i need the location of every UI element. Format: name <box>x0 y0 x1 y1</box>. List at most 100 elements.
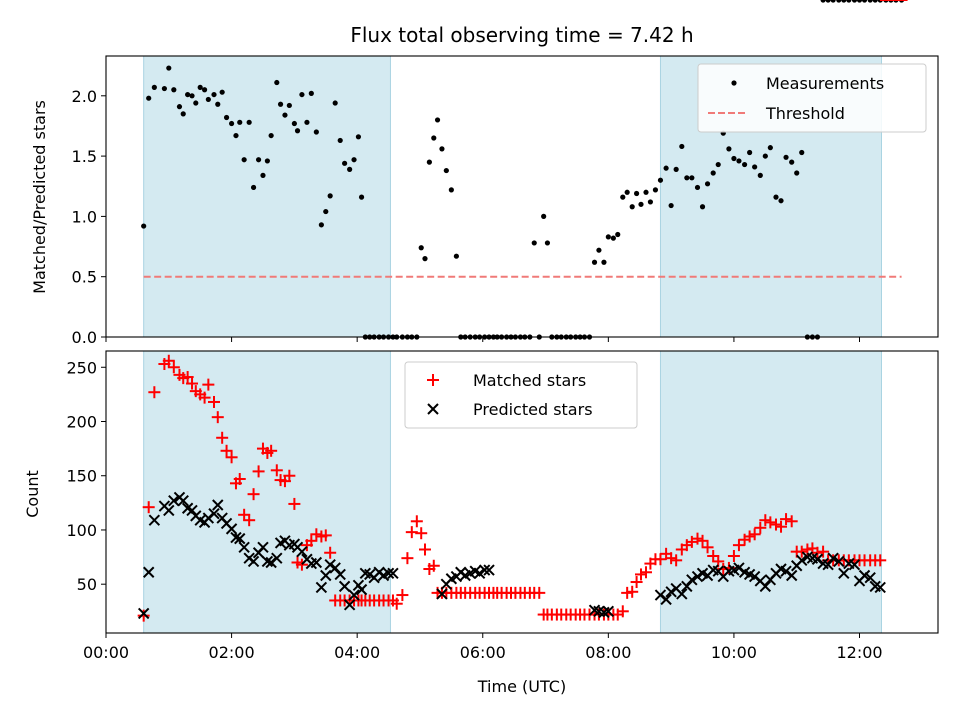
measurement-point <box>541 213 547 219</box>
measurement-point <box>778 198 784 204</box>
ratio-plot: 0.0 0.5 1.0 1.5 2.0 Flux total observing tim… <box>30 0 939 347</box>
measurement-point <box>861 0 868 3</box>
measurement-point <box>141 223 147 229</box>
measurement-point <box>161 85 167 92</box>
predicted-star-point <box>186 504 198 517</box>
predicted-star-point <box>315 581 328 594</box>
predicted-star-point <box>163 504 175 517</box>
matched-star-point <box>707 549 720 562</box>
measurement-point <box>171 87 177 93</box>
measurement-point <box>673 166 679 172</box>
matched-star-point <box>233 472 246 485</box>
measurement-point <box>757 172 763 178</box>
measurement-point <box>825 0 831 3</box>
measurement-point <box>747 149 753 156</box>
predicted-star-point <box>208 507 220 520</box>
matched-star-point <box>198 391 211 404</box>
legend-frame <box>404 361 638 429</box>
matched-star-point <box>727 549 740 562</box>
matched-star-point <box>795 545 808 558</box>
measurement-point <box>205 96 211 103</box>
measurement-point <box>166 65 172 71</box>
matched-star-point <box>142 501 155 514</box>
y-tick-label: 250 <box>66 358 97 377</box>
matched-star-point <box>665 552 678 565</box>
measurement-point <box>223 114 230 121</box>
y-tick-label: 2.0 <box>72 87 97 106</box>
measurement-point <box>228 120 235 127</box>
measurement-point <box>773 194 779 200</box>
matched-star-point <box>162 354 175 367</box>
measurement-point <box>679 143 685 150</box>
predicted-star-point <box>329 562 341 574</box>
y-tick-label: 100 <box>66 521 97 540</box>
measurement-point <box>342 160 348 166</box>
chart-title: Flux total observing time = 7.42 h <box>350 23 693 47</box>
measurement-point <box>789 159 795 165</box>
predicted-star-point <box>676 588 688 600</box>
matched-star-point <box>324 546 337 559</box>
legend-predicted-marker <box>427 403 439 415</box>
y-tick-label: 0.0 <box>72 328 97 347</box>
measurement-point <box>601 259 607 265</box>
measurement-point <box>657 177 664 183</box>
matched-star-point <box>252 465 265 478</box>
measurement-point <box>351 157 357 163</box>
x-axis-label: Time (UTC) <box>477 677 566 696</box>
measurement-point <box>710 170 716 176</box>
matched-star-point <box>186 377 199 390</box>
matched-star-point <box>691 532 704 545</box>
measurement-point <box>286 102 292 109</box>
predicted-star-point <box>848 558 861 571</box>
matched-star-point <box>283 469 296 482</box>
predicted-star-point <box>827 552 839 564</box>
matched-star-point <box>764 516 777 529</box>
y-axis-label: Matched/Predicted stars <box>30 100 49 294</box>
matched-star-point <box>305 534 318 547</box>
measurement-point <box>736 158 742 164</box>
predicted-star-point <box>796 554 808 567</box>
measurement-point <box>726 146 732 152</box>
predicted-star-point <box>436 588 448 600</box>
measurement-point <box>318 222 324 228</box>
measurement-point <box>268 132 274 139</box>
measurement-point <box>633 190 640 197</box>
measurement-point <box>731 155 737 162</box>
measurement-point <box>689 175 695 181</box>
matched-star-point <box>243 514 256 527</box>
measurement-point <box>313 129 319 135</box>
counts-plot: 50 100 150 200 250 00:00 02:00 04:00 06:00 08:00… <box>23 0 939 696</box>
legend: Matched stars Predicted stars <box>404 361 638 429</box>
measurement-point <box>836 0 842 3</box>
predicted-star-point <box>387 567 399 580</box>
matched-star-point <box>626 585 639 598</box>
observing-window <box>143 55 391 338</box>
measurement-point <box>694 184 701 191</box>
y-tick-label: 1.0 <box>72 207 97 226</box>
matched-star-point <box>785 515 798 528</box>
matched-star-point <box>616 605 629 618</box>
predicted-star-point <box>478 564 491 576</box>
predicted-star-point <box>759 580 772 593</box>
matched-star-point <box>701 541 714 554</box>
predicted-star-point <box>320 569 332 582</box>
matched-star-point <box>817 545 830 558</box>
matched-star-point <box>390 597 403 610</box>
x-ticks <box>105 337 861 342</box>
matched-star-point <box>401 552 414 565</box>
y-tick-label: 50 <box>77 575 97 594</box>
measurement-point <box>624 189 630 195</box>
y-axis-label: Count <box>23 470 42 518</box>
measurement-point <box>638 201 644 207</box>
measurement-point <box>591 259 598 265</box>
matched-star-point <box>640 566 653 579</box>
measurement-point <box>197 84 203 90</box>
matched-star-point <box>247 488 260 501</box>
predicted-star-point <box>271 552 283 564</box>
predicted-star-point <box>324 558 336 571</box>
measurement-point <box>151 84 157 90</box>
predicted-star-point <box>142 566 155 578</box>
matched-star-point <box>202 378 215 391</box>
measurement-point <box>246 119 252 125</box>
